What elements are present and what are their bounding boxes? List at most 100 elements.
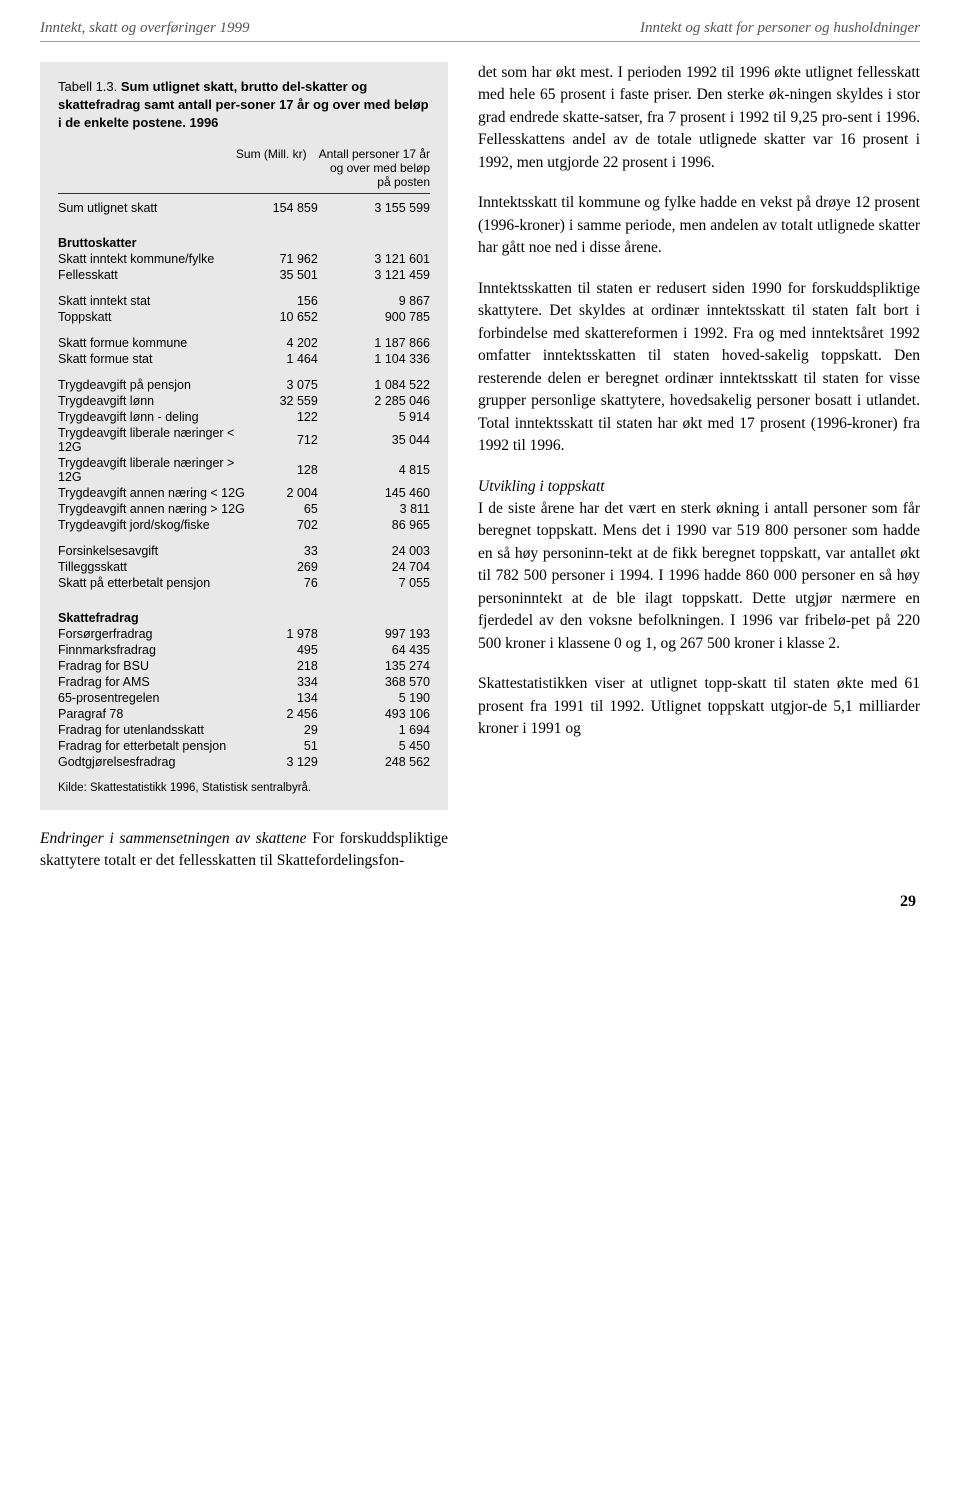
row-value-sum: 10 652 bbox=[251, 309, 325, 325]
table-row: Trygdeavgift jord/skog/fiske70286 965 bbox=[58, 517, 430, 533]
row-value-sum: 122 bbox=[251, 409, 325, 425]
table-row: Fradrag for BSU218135 274 bbox=[58, 658, 430, 674]
row-value-sum: 712 bbox=[251, 425, 325, 455]
row-value-sum: 4 202 bbox=[251, 335, 325, 351]
table-row: Skattefradrag bbox=[58, 601, 430, 626]
row-value-sum: 32 559 bbox=[251, 393, 325, 409]
row-value-sum: 3 129 bbox=[251, 754, 325, 770]
row-value-sum: 495 bbox=[251, 642, 325, 658]
data-table: Sum utlignet skatt154 8593 155 599Brutto… bbox=[58, 200, 430, 770]
row-label: Skatt på etterbetalt pensjon bbox=[58, 575, 251, 591]
table-row: Toppskatt10 652900 785 bbox=[58, 309, 430, 325]
table-row: Fradrag for utenlandsskatt291 694 bbox=[58, 722, 430, 738]
row-value-sum: 65 bbox=[251, 501, 325, 517]
row-value-persons: 997 193 bbox=[326, 626, 430, 642]
row-value-persons: 1 694 bbox=[326, 722, 430, 738]
row-value-persons: 135 274 bbox=[326, 658, 430, 674]
left-subhead: Endringer i sammensetningen av skattene bbox=[40, 830, 307, 847]
row-value-persons: 9 867 bbox=[326, 293, 430, 309]
row-label: Fradrag for AMS bbox=[58, 674, 251, 690]
row-label: Trygdeavgift lønn bbox=[58, 393, 251, 409]
row-value-persons: 24 704 bbox=[326, 559, 430, 575]
table-row: Trygdeavgift liberale næringer > 12G1284… bbox=[58, 455, 430, 485]
table-row: Trygdeavgift lønn32 5592 285 046 bbox=[58, 393, 430, 409]
row-value-persons: 86 965 bbox=[326, 517, 430, 533]
right-column: det som har økt mest. I perioden 1992 ti… bbox=[478, 62, 920, 873]
row-value-persons: 35 044 bbox=[326, 425, 430, 455]
table-row: Paragraf 782 456493 106 bbox=[58, 706, 430, 722]
row-label: Bruttoskatter bbox=[58, 226, 251, 251]
row-value-sum: 35 501 bbox=[251, 267, 325, 283]
paragraph-2: Inntektsskatt til kommune og fylke hadde… bbox=[478, 192, 920, 259]
row-value-persons: 4 815 bbox=[326, 455, 430, 485]
col-header-persons: Antall personer 17 år og over med beløp … bbox=[315, 147, 430, 189]
row-value-sum bbox=[251, 601, 325, 626]
row-value-persons: 1 187 866 bbox=[326, 335, 430, 351]
table-number: Tabell 1.3. bbox=[58, 79, 117, 94]
row-value-sum: 218 bbox=[251, 658, 325, 674]
row-label: Toppskatt bbox=[58, 309, 251, 325]
table-row: Fellesskatt35 5013 121 459 bbox=[58, 267, 430, 283]
table-row: Skatt inntekt stat1569 867 bbox=[58, 293, 430, 309]
row-label: Trygdeavgift annen næring > 12G bbox=[58, 501, 251, 517]
paragraph-4-head: Utvikling i toppskatt bbox=[478, 476, 920, 498]
row-value-persons: 900 785 bbox=[326, 309, 430, 325]
table-title: Tabell 1.3. Sum utlignet skatt, brutto d… bbox=[58, 78, 430, 133]
row-label: Godtgjørelsesfradrag bbox=[58, 754, 251, 770]
row-value-sum: 71 962 bbox=[251, 251, 325, 267]
row-value-sum: 33 bbox=[251, 543, 325, 559]
row-label: Fradrag for BSU bbox=[58, 658, 251, 674]
row-label: Trygdeavgift lønn - deling bbox=[58, 409, 251, 425]
row-value-persons: 1 084 522 bbox=[326, 377, 430, 393]
row-value-sum: 334 bbox=[251, 674, 325, 690]
table-row: 65-prosentregelen1345 190 bbox=[58, 690, 430, 706]
table-row: Forsinkelsesavgift3324 003 bbox=[58, 543, 430, 559]
header-left: Inntekt, skatt og overføringer 1999 bbox=[40, 20, 250, 37]
row-value-persons: 368 570 bbox=[326, 674, 430, 690]
table-row: Fradrag for etterbetalt pensjon515 450 bbox=[58, 738, 430, 754]
table-row: Trygdeavgift annen næring > 12G653 811 bbox=[58, 501, 430, 517]
left-column: Tabell 1.3. Sum utlignet skatt, brutto d… bbox=[40, 62, 448, 873]
row-label: Skatt formue kommune bbox=[58, 335, 251, 351]
row-value-sum: 702 bbox=[251, 517, 325, 533]
row-label: Trygdeavgift annen næring < 12G bbox=[58, 485, 251, 501]
table-row: Fradrag for AMS334368 570 bbox=[58, 674, 430, 690]
row-label: Finnmarksfradrag bbox=[58, 642, 251, 658]
row-label: Tilleggsskatt bbox=[58, 559, 251, 575]
table-source: Kilde: Skattestatistikk 1996, Statistisk… bbox=[58, 782, 430, 794]
row-value-sum: 29 bbox=[251, 722, 325, 738]
table-row: Finnmarksfradrag49564 435 bbox=[58, 642, 430, 658]
row-value-persons bbox=[326, 226, 430, 251]
row-label: Fradrag for etterbetalt pensjon bbox=[58, 738, 251, 754]
table-box: Tabell 1.3. Sum utlignet skatt, brutto d… bbox=[40, 62, 448, 810]
table-row: Trygdeavgift lønn - deling1225 914 bbox=[58, 409, 430, 425]
row-value-sum: 51 bbox=[251, 738, 325, 754]
row-label: Trygdeavgift jord/skog/fiske bbox=[58, 517, 251, 533]
row-value-persons: 145 460 bbox=[326, 485, 430, 501]
row-value-sum: 76 bbox=[251, 575, 325, 591]
row-label: Paragraf 78 bbox=[58, 706, 251, 722]
row-label: Skatt inntekt kommune/fylke bbox=[58, 251, 251, 267]
col-header-sum: Sum (Mill. kr) bbox=[218, 147, 315, 189]
row-value-persons bbox=[326, 601, 430, 626]
table-row: Godtgjørelsesfradrag3 129248 562 bbox=[58, 754, 430, 770]
paragraph-1: det som har økt mest. I perioden 1992 ti… bbox=[478, 62, 920, 174]
table-row: Trygdeavgift på pensjon3 0751 084 522 bbox=[58, 377, 430, 393]
row-value-persons: 24 003 bbox=[326, 543, 430, 559]
table-row: Skatt inntekt kommune/fylke71 9623 121 6… bbox=[58, 251, 430, 267]
page-number: 29 bbox=[40, 893, 920, 911]
row-value-persons: 2 285 046 bbox=[326, 393, 430, 409]
paragraph-4: I de siste årene har det vært en sterk ø… bbox=[478, 498, 920, 655]
row-value-persons: 5 914 bbox=[326, 409, 430, 425]
table-column-headers: Sum (Mill. kr) Antall personer 17 år og … bbox=[58, 147, 430, 194]
row-label: Skattefradrag bbox=[58, 601, 251, 626]
row-label: Fradrag for utenlandsskatt bbox=[58, 722, 251, 738]
row-label: Sum utlignet skatt bbox=[58, 200, 251, 216]
table-row: Skatt formue kommune4 2021 187 866 bbox=[58, 335, 430, 351]
row-value-sum: 1 464 bbox=[251, 351, 325, 367]
row-value-persons: 5 190 bbox=[326, 690, 430, 706]
row-value-persons: 3 121 459 bbox=[326, 267, 430, 283]
row-value-persons: 3 155 599 bbox=[326, 200, 430, 216]
paragraph-3: Inntektsskatten til staten er redusert s… bbox=[478, 278, 920, 458]
table-row: Bruttoskatter bbox=[58, 226, 430, 251]
